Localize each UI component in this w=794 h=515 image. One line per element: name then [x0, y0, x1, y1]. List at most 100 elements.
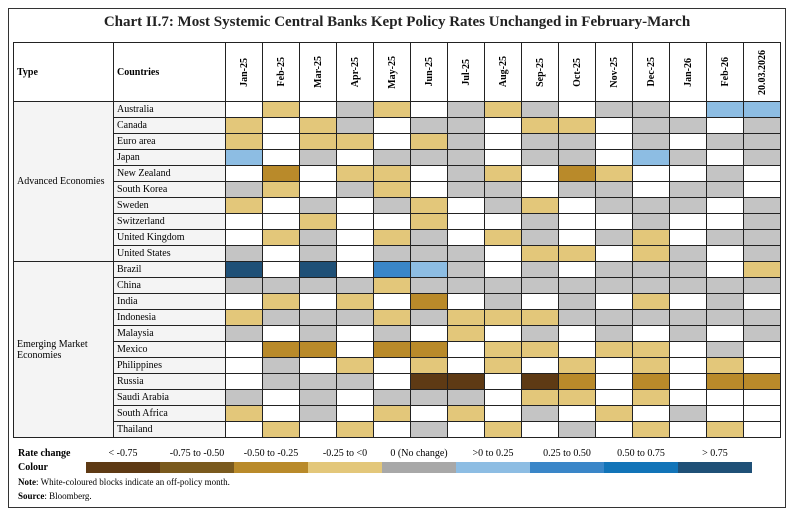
heatmap-cell	[336, 149, 374, 166]
heatmap-cell	[706, 325, 744, 342]
heatmap-cell	[669, 309, 707, 326]
heatmap-cell	[447, 261, 485, 278]
heatmap-cell	[447, 101, 485, 118]
legend-label: -0.25 to <0	[322, 447, 368, 459]
heatmap-cell	[373, 373, 411, 390]
heatmap-cell	[410, 325, 448, 342]
heatmap-cell	[447, 117, 485, 134]
heatmap-cell	[410, 133, 448, 150]
legend-swatch	[456, 461, 530, 473]
table-row: Indonesia	[14, 309, 781, 326]
heatmap-cell	[558, 229, 596, 246]
heatmap-cell	[669, 117, 707, 134]
heatmap-cell	[558, 389, 596, 406]
heatmap-cell	[336, 341, 374, 358]
heatmap-cell	[706, 293, 744, 310]
heatmap-cell	[299, 213, 337, 230]
table-row: Malaysia	[14, 325, 781, 342]
heatmap-cell	[521, 133, 559, 150]
heatmap-cell	[299, 181, 337, 198]
heatmap-cell	[225, 325, 263, 342]
heatmap-cell	[558, 405, 596, 422]
heatmap-cell	[484, 101, 522, 118]
month-header: Feb-25	[262, 42, 300, 102]
heatmap-cell	[262, 229, 300, 246]
heatmap-cell	[632, 277, 670, 294]
heatmap-cell	[225, 245, 263, 262]
heatmap-cell	[632, 325, 670, 342]
legend-swatch	[234, 461, 308, 473]
heatmap-cell	[410, 293, 448, 310]
heatmap-cell	[262, 261, 300, 278]
month-header: May-25	[373, 42, 411, 102]
heatmap-cell	[447, 229, 485, 246]
heatmap-cell	[336, 101, 374, 118]
heatmap-cell	[373, 197, 411, 214]
heatmap-cell	[262, 421, 300, 438]
heatmap-cell	[225, 357, 263, 374]
heatmap-cell	[336, 293, 374, 310]
heatmap-cell	[262, 325, 300, 342]
heatmap-cell	[373, 357, 411, 374]
table-row: Japan	[14, 149, 781, 166]
heatmap-cell	[743, 421, 781, 438]
heatmap-cell	[558, 181, 596, 198]
heatmap-cell	[262, 341, 300, 358]
heatmap-cell	[669, 101, 707, 118]
note: Note: White-coloured blocks indicate an …	[18, 477, 230, 487]
heatmap-cell	[558, 421, 596, 438]
table-row: Euro area	[14, 133, 781, 150]
heatmap-cell	[410, 197, 448, 214]
heatmap-cell	[336, 309, 374, 326]
month-label: Sep-25	[534, 57, 546, 87]
month-label: Nov-25	[608, 56, 620, 88]
country-name: Sweden	[113, 197, 226, 214]
heatmap-cell	[632, 213, 670, 230]
heatmap-cell	[336, 421, 374, 438]
heatmap-cell	[595, 389, 633, 406]
heatmap-cell	[521, 181, 559, 198]
heatmap-cell	[336, 229, 374, 246]
country-name: New Zealand	[113, 165, 226, 182]
heatmap-cell	[706, 277, 744, 294]
heatmap-cell	[558, 149, 596, 166]
heatmap-cell	[632, 389, 670, 406]
source-text: : Bloomberg.	[44, 491, 92, 501]
heatmap-cell	[225, 165, 263, 182]
table-row: China	[14, 277, 781, 294]
heatmap-cell	[706, 405, 744, 422]
month-label: Jul-25	[460, 58, 472, 86]
heatmap-cell	[447, 197, 485, 214]
heatmap-cell	[262, 293, 300, 310]
heatmap-cell	[521, 389, 559, 406]
group-type: Advanced Economies	[13, 101, 114, 262]
heatmap-cell	[669, 165, 707, 182]
heatmap-cell	[595, 309, 633, 326]
heatmap-cell	[669, 213, 707, 230]
heatmap-cell	[595, 229, 633, 246]
heatmap-cell	[373, 293, 411, 310]
heatmap-cell	[484, 309, 522, 326]
header-countries: Countries	[113, 42, 226, 102]
heatmap-cell	[743, 261, 781, 278]
heatmap-cell	[262, 133, 300, 150]
heatmap-cell	[262, 101, 300, 118]
heatmap-cell	[632, 293, 670, 310]
heatmap-cell	[410, 149, 448, 166]
heatmap-cell	[743, 117, 781, 134]
heatmap-cell	[595, 373, 633, 390]
heatmap-cell	[558, 341, 596, 358]
legend-label: 0.25 to 0.50	[543, 447, 591, 459]
heatmap-cell	[706, 245, 744, 262]
heatmap-cell	[706, 149, 744, 166]
country-name: Switzerland	[113, 213, 226, 230]
heatmap-cell	[632, 133, 670, 150]
heatmap-cell	[632, 229, 670, 246]
heatmap-cell	[299, 165, 337, 182]
heatmap-cell	[558, 357, 596, 374]
legend-label: 0 (No change)	[390, 447, 448, 459]
heatmap-cell	[299, 373, 337, 390]
heatmap-cell	[632, 405, 670, 422]
heatmap-cell	[521, 165, 559, 182]
heatmap-cell	[373, 245, 411, 262]
